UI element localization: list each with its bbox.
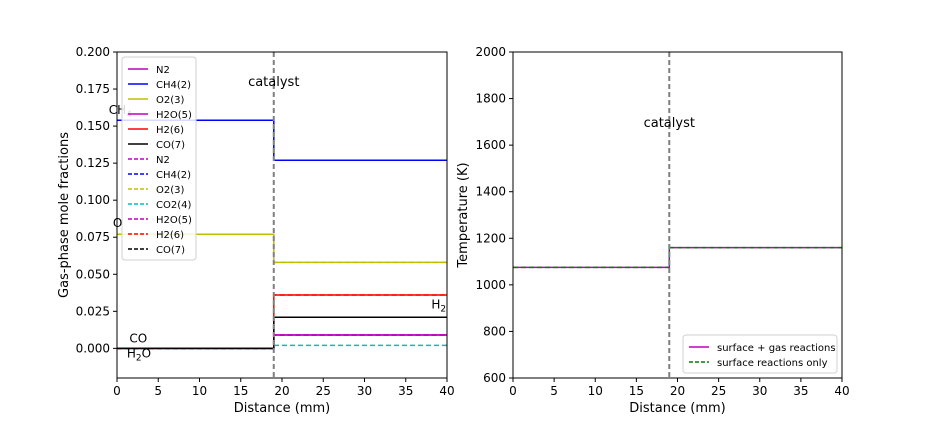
- legend-entry-label: CO(7): [156, 245, 185, 256]
- legend-entry-label: CO(7): [156, 140, 185, 151]
- legend-entry-label: surface + gas reactions: [717, 343, 836, 354]
- legend-entry-label: H2O(5): [156, 215, 192, 226]
- legend-entry-label: H2(6): [156, 125, 184, 136]
- x-tick-label: 15: [629, 384, 644, 398]
- legend-entry-label: N2: [156, 65, 170, 76]
- y-tick-label: 0.200: [76, 45, 110, 59]
- legend: surface + gas reactions surface reactions…: [682, 334, 838, 374]
- series-line-h2o-5--dashed: [117, 334, 447, 350]
- legend-box: [121, 56, 197, 261]
- curve-annotation-o: O: [113, 216, 122, 230]
- y-tick-label: 800: [483, 324, 506, 338]
- y-axis-label: Temperature (K): [456, 162, 471, 268]
- legend: N2 CH4(2) O2(3) H2O(5) H2(6) CO(7) N2 CH4(2) O2(…: [121, 56, 197, 261]
- x-axis-label: Distance (mm): [629, 401, 725, 416]
- legend-entry-label: CH4(2): [156, 80, 191, 91]
- legend-box: [682, 334, 838, 374]
- y-tick-label: 0.150: [76, 119, 110, 133]
- x-tick-label: 40: [834, 384, 849, 398]
- series-line-n2-solid: [117, 334, 447, 350]
- y-axis-label: Gas-phase mole fractions: [57, 132, 72, 298]
- series-line-h2-6--solid: [117, 294, 447, 350]
- y-tick-label: 0.050: [76, 267, 110, 281]
- x-tick-label: 35: [793, 384, 808, 398]
- x-tick-label: 0: [113, 384, 121, 398]
- series-line-surface-reactions-only-dashed: [513, 246, 842, 269]
- x-tick-label: 40: [439, 384, 454, 398]
- y-tick-label: 0.100: [76, 193, 110, 207]
- legend-entry-label: N2: [156, 155, 170, 166]
- y-tick-label: 2000: [475, 45, 506, 59]
- legend-entry-label: H2(6): [156, 230, 184, 241]
- y-tick-label: 1200: [475, 231, 506, 245]
- legend-entry-label: O2(3): [156, 95, 184, 106]
- y-tick-label: 0.025: [76, 304, 110, 318]
- y-tick-label: 0.075: [76, 230, 110, 244]
- y-tick-label: 0.175: [76, 82, 110, 96]
- series-line-surface-gas-reactions-solid: [513, 246, 842, 269]
- x-tick-label: 20: [274, 384, 289, 398]
- x-tick-label: 25: [711, 384, 726, 398]
- x-tick-label: 30: [752, 384, 767, 398]
- legend-entry-label: CO2(4): [156, 200, 191, 211]
- series-line-h2o-5--solid: [117, 334, 447, 350]
- series-line-co-7--solid: [117, 316, 447, 350]
- x-tick-label: 15: [233, 384, 248, 398]
- x-tick-label: 10: [588, 384, 603, 398]
- x-tick-label: 0: [509, 384, 517, 398]
- y-tick-label: 1400: [475, 185, 506, 199]
- legend-entry-label: surface reactions only: [717, 358, 828, 369]
- curve-annotation-h2o: H2O: [127, 346, 151, 363]
- x-tick-label: 35: [398, 384, 413, 398]
- curve-annotation-co: CO: [129, 331, 147, 345]
- x-tick-label: 25: [316, 384, 331, 398]
- panel-temperature: catalyst 0 5 10 15 20 25 30 35 40 600 800 1000 1200 14…: [456, 45, 850, 416]
- legend-entry-label: CH4(2): [156, 170, 191, 181]
- y-tick-label: 600: [483, 371, 506, 385]
- y-tick-label: 0.125: [76, 156, 110, 170]
- legend-entry-label: O2(3): [156, 185, 184, 196]
- y-tick-label: 1000: [475, 278, 506, 292]
- x-tick-label: 10: [192, 384, 207, 398]
- axes-frame: [512, 51, 843, 379]
- series-line-co-7--dashed: [117, 316, 447, 350]
- y-tick-label: 0.000: [76, 341, 110, 355]
- series-line-h2-6--dashed: [117, 294, 447, 350]
- x-tick-label: 5: [154, 384, 162, 398]
- catalyst-label: catalyst: [248, 75, 299, 90]
- x-tick-label: 5: [550, 384, 558, 398]
- x-tick-label: 20: [670, 384, 685, 398]
- y-tick-label: 1800: [475, 92, 506, 106]
- curve-annotation-h2: H2: [431, 297, 446, 314]
- catalyst-label: catalyst: [644, 116, 695, 131]
- legend-entry-label: H2O(5): [156, 110, 192, 121]
- panel-mole-fractions: catalyst 0 5 10 15 20 25 30 35 40 0.000 0.025 0.050 0…: [57, 45, 455, 416]
- series-line-n2-dashed: [117, 334, 447, 350]
- y-tick-label: 1600: [475, 138, 506, 152]
- x-axis-label: Distance (mm): [234, 401, 330, 416]
- x-tick-label: 30: [357, 384, 372, 398]
